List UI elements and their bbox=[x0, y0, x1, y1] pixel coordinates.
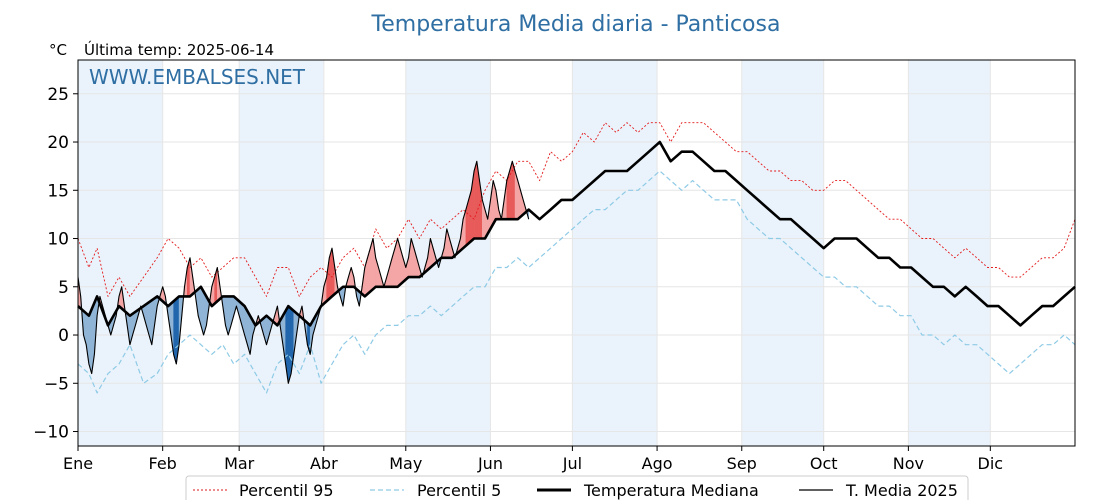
anomaly-area bbox=[473, 161, 478, 239]
y-tick-label: 20 bbox=[47, 133, 69, 153]
p5-line bbox=[77, 170, 1076, 394]
x-tick-label: Jul bbox=[562, 454, 582, 473]
watermark: WWW.EMBALSES.NET bbox=[89, 65, 306, 89]
legend-box bbox=[185, 475, 969, 500]
y-tick-label: 0 bbox=[58, 326, 69, 346]
p95-line bbox=[77, 122, 1076, 297]
y-axis-ticks: −10 −5 0 5 10 15 20 25 bbox=[33, 85, 78, 443]
x-tick-label: May bbox=[389, 454, 422, 473]
legend-label-p95: Percentil 95 bbox=[239, 481, 334, 500]
grid-lines bbox=[77, 60, 1075, 446]
legend-label-median: Temperatura Mediana bbox=[583, 481, 759, 500]
x-axis-ticks: Ene Feb Mar Abr May Jun Jul Ago Sep Oct Nov Dic bbox=[63, 446, 1003, 473]
month-bands bbox=[78, 60, 991, 446]
y-tick-label: −5 bbox=[44, 374, 69, 394]
legend: Percentil 95 Percentil 5 Temperatura Med… bbox=[185, 475, 969, 500]
y-tick-label: 25 bbox=[47, 85, 69, 105]
x-tick-label: Dic bbox=[978, 454, 1004, 473]
x-tick-label: Abr bbox=[310, 454, 338, 473]
x-tick-label: Ago bbox=[642, 454, 673, 473]
plot-frame bbox=[77, 59, 1076, 447]
series-lines bbox=[77, 122, 1076, 394]
legend-label-p5: Percentil 5 bbox=[417, 481, 501, 500]
x-tick-label: Sep bbox=[727, 454, 757, 473]
x-tick-label: Jun bbox=[477, 454, 503, 473]
y-tick-label: −10 bbox=[33, 423, 69, 443]
chart-title: Temperatura Media diaria - Panticosa bbox=[371, 12, 781, 37]
month-band bbox=[78, 60, 163, 446]
x-tick-label: Mar bbox=[224, 454, 255, 473]
last-temp-label: Última temp: 2025-06-14 bbox=[84, 40, 274, 59]
unit-label: °C bbox=[49, 41, 67, 59]
month-band bbox=[572, 60, 658, 446]
x-tick-label: Nov bbox=[893, 454, 924, 473]
x-tick-label: Ene bbox=[63, 454, 93, 473]
month-band bbox=[741, 60, 824, 446]
x-tick-label: Oct bbox=[810, 454, 838, 473]
x-tick-label: Feb bbox=[149, 454, 177, 473]
t2025-line bbox=[77, 160, 530, 384]
anomaly-area bbox=[288, 305, 292, 384]
month-band bbox=[239, 60, 324, 446]
y-tick-label: 10 bbox=[47, 230, 69, 250]
median-line bbox=[77, 140, 1076, 327]
y-tick-label: 5 bbox=[58, 278, 69, 298]
y-tick-label: 15 bbox=[47, 181, 69, 201]
legend-label-2025: T. Media 2025 bbox=[845, 481, 958, 500]
